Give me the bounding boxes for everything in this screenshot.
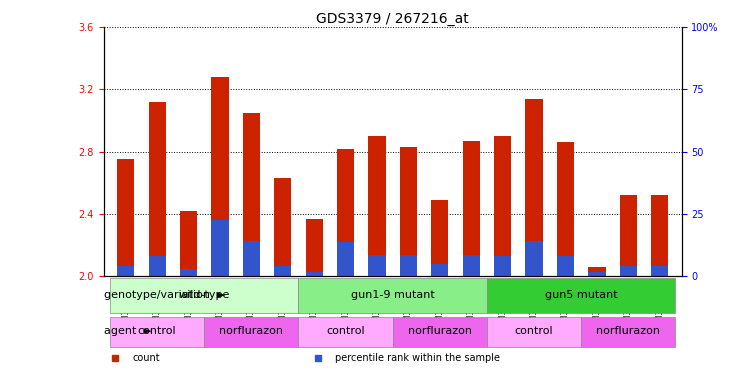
- Bar: [274, 178, 291, 276]
- Bar: [211, 77, 229, 276]
- Bar: [487, 278, 676, 313]
- Text: control: control: [326, 326, 365, 336]
- Bar: [243, 241, 260, 276]
- Bar: [651, 266, 668, 276]
- Text: control: control: [515, 326, 554, 336]
- Bar: [487, 317, 581, 347]
- Bar: [337, 149, 354, 276]
- Text: percentile rank within the sample: percentile rank within the sample: [335, 353, 500, 363]
- Bar: [581, 317, 676, 347]
- Bar: [180, 269, 197, 276]
- Bar: [274, 266, 291, 276]
- Bar: [368, 255, 385, 276]
- Bar: [110, 317, 205, 347]
- Bar: [180, 211, 197, 276]
- Bar: [588, 267, 605, 276]
- Text: gun5 mutant: gun5 mutant: [545, 290, 617, 300]
- Text: wild-type: wild-type: [179, 290, 230, 300]
- Bar: [299, 317, 393, 347]
- Bar: [494, 256, 511, 276]
- Bar: [400, 147, 417, 276]
- Text: agent  ►: agent ►: [104, 326, 152, 336]
- Bar: [462, 255, 480, 276]
- Text: control: control: [138, 326, 176, 336]
- Bar: [400, 255, 417, 276]
- Bar: [525, 241, 542, 276]
- Bar: [393, 317, 487, 347]
- Bar: [431, 264, 448, 276]
- Bar: [651, 195, 668, 276]
- Bar: [494, 136, 511, 276]
- Bar: [243, 113, 260, 276]
- Bar: [211, 220, 229, 276]
- Bar: [462, 141, 480, 276]
- Bar: [431, 200, 448, 276]
- Bar: [117, 159, 134, 276]
- Bar: [305, 219, 323, 276]
- Text: norflurazon: norflurazon: [408, 326, 472, 336]
- Text: count: count: [133, 353, 160, 363]
- Title: GDS3379 / 267216_at: GDS3379 / 267216_at: [316, 12, 469, 26]
- Bar: [148, 256, 166, 276]
- Text: norflurazon: norflurazon: [219, 326, 283, 336]
- Bar: [368, 136, 385, 276]
- Bar: [110, 278, 299, 313]
- Text: gun1-9 mutant: gun1-9 mutant: [350, 290, 435, 300]
- Bar: [556, 142, 574, 276]
- Bar: [556, 256, 574, 276]
- Bar: [148, 102, 166, 276]
- Text: norflurazon: norflurazon: [597, 326, 660, 336]
- Bar: [299, 278, 487, 313]
- Text: genotype/variation  ►: genotype/variation ►: [104, 290, 226, 300]
- Bar: [205, 317, 299, 347]
- Bar: [619, 266, 637, 276]
- Bar: [525, 99, 542, 276]
- Bar: [337, 242, 354, 276]
- Bar: [305, 272, 323, 276]
- Bar: [588, 272, 605, 276]
- Bar: [619, 195, 637, 276]
- Bar: [117, 266, 134, 276]
